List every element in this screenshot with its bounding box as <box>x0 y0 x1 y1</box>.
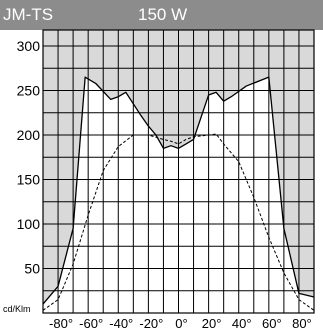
x-tick-label: 20° <box>202 316 222 331</box>
x-tick-label: 40° <box>232 316 252 331</box>
x-tick-label: -40° <box>109 316 133 331</box>
y-tick-label: 150 <box>17 172 41 188</box>
y-tick-label: 200 <box>17 127 41 143</box>
x-tick-label: -20° <box>139 316 163 331</box>
chart-header: JM-TS 150 W <box>0 0 323 30</box>
y-tick-label: 100 <box>17 216 41 232</box>
series-line-dashed <box>42 133 315 311</box>
x-tick-label: 0° <box>175 316 187 331</box>
x-tick-label: -60° <box>79 316 103 331</box>
series-line-solid <box>42 76 315 305</box>
x-tick-label: -80° <box>49 316 73 331</box>
x-tick-label: 60° <box>262 316 282 331</box>
y-tick-label: 250 <box>17 83 41 99</box>
luminaire-name: JM-TS <box>3 5 54 24</box>
y-tick-label: 300 <box>17 38 41 54</box>
plot-border <box>42 29 315 314</box>
unit-label: cd/Klm <box>3 304 31 314</box>
x-tick-label: 80° <box>292 316 312 331</box>
luminaire-power: 150 W <box>138 5 188 24</box>
y-tick-label: 50 <box>24 261 40 277</box>
